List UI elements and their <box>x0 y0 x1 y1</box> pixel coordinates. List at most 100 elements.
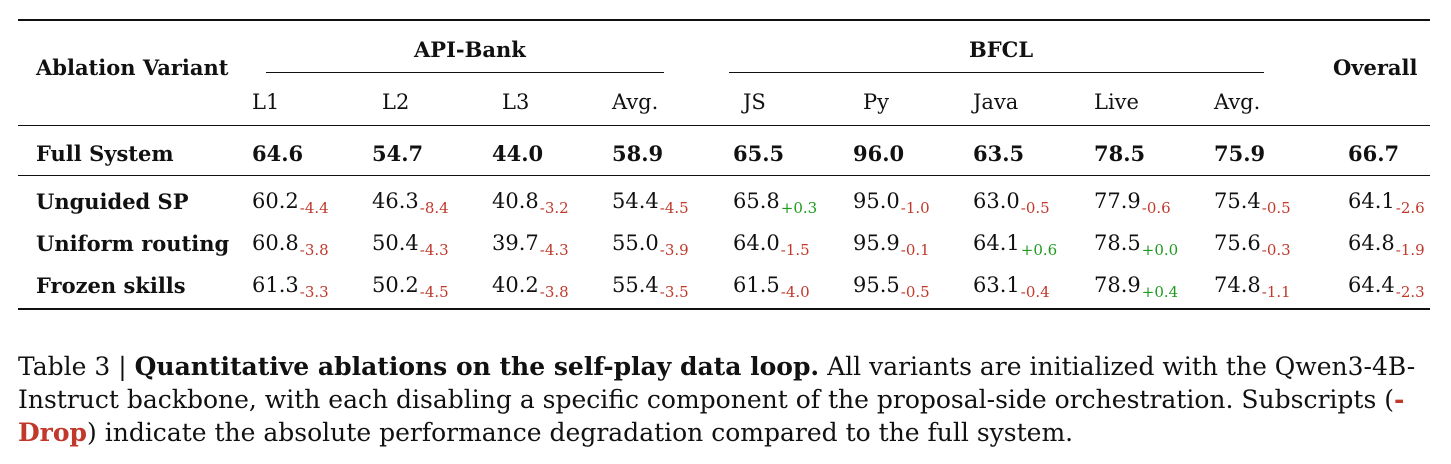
table-cell: 55.4-3.5 <box>612 273 689 300</box>
cell-value: 78.9 <box>1094 273 1141 297</box>
table-cell: 50.4-4.3 <box>372 231 449 258</box>
cell-value: 77.9 <box>1094 189 1141 213</box>
cell-value: 60.8 <box>252 231 299 255</box>
table-cell: 74.8-1.1 <box>1214 273 1291 300</box>
table-cell: 78.9+0.4 <box>1094 273 1178 300</box>
column-header-api-bank-avg: Avg. <box>612 90 659 114</box>
bfcl-underline <box>729 72 1264 73</box>
full-system-value: 78.5 <box>1094 141 1146 166</box>
cell-value: 55.0 <box>612 231 659 255</box>
cell-delta: -1.1 <box>1261 283 1291 301</box>
table-cell: 64.1+0.6 <box>973 231 1057 258</box>
cell-value: 78.5 <box>1094 231 1141 255</box>
cell-delta: -2.3 <box>1395 283 1425 301</box>
table-cell: 64.8-1.9 <box>1348 233 1425 258</box>
caption-title: Quantitative ablations on the self-play … <box>134 352 820 381</box>
cell-delta: -3.3 <box>299 283 329 301</box>
table-cell: 95.5-0.5 <box>853 275 930 300</box>
full-system-value: 54.7 <box>372 141 424 166</box>
cell-value: 61.5 <box>733 273 780 297</box>
cell-delta: +0.4 <box>1141 283 1179 301</box>
table-cell: 75.4-0.5 <box>1214 191 1291 216</box>
table-cell: 46.3-8.4 <box>372 189 449 216</box>
table-cell: 63.0-0.5 <box>973 191 1050 216</box>
cell-delta: -4.4 <box>299 199 329 217</box>
cell-value: 75.6 <box>1214 231 1261 255</box>
cell-delta: -4.0 <box>780 283 810 301</box>
table-cell: 63.1-0.4 <box>973 273 1050 300</box>
cell-value: 63.1 <box>973 273 1020 297</box>
cell-value: 64.1 <box>1348 189 1395 213</box>
cell-delta: -3.8 <box>299 241 329 259</box>
cell-delta: -3.9 <box>659 241 689 259</box>
table-cell: 78.5+0.0 <box>1094 231 1178 258</box>
cell-value: 40.2 <box>492 273 539 297</box>
cell-value: 50.2 <box>372 273 419 297</box>
cell-delta: -0.1 <box>900 241 930 259</box>
full-system-value: 63.5 <box>973 141 1025 166</box>
cell-delta: +0.6 <box>1020 241 1058 259</box>
full-system-value: 64.6 <box>252 141 304 166</box>
cell-value: 74.8 <box>1214 273 1261 297</box>
row-header: Ablation Variant <box>36 55 229 80</box>
table-cell: 95.9-0.1 <box>853 233 930 258</box>
cell-value: 39.7 <box>492 231 539 255</box>
full-system-value: 66.7 <box>1348 141 1400 166</box>
full-system-value: 58.9 <box>612 141 664 166</box>
full-system-value: 65.5 <box>733 141 785 166</box>
table-cell: 50.2-4.5 <box>372 273 449 300</box>
cell-value: 95.0 <box>853 189 900 213</box>
header-rule <box>18 125 1430 126</box>
table-cell: 55.0-3.9 <box>612 231 689 258</box>
cell-delta: -4.5 <box>419 283 449 301</box>
column-header-bfcl-js: JS <box>743 90 766 114</box>
cell-value: 61.3 <box>252 273 299 297</box>
cell-delta: -3.8 <box>539 283 569 301</box>
cell-value: 54.4 <box>612 189 659 213</box>
full-system-value: 44.0 <box>492 141 544 166</box>
cell-value: 40.8 <box>492 189 539 213</box>
cell-value: 50.4 <box>372 231 419 255</box>
cell-delta: -0.4 <box>1020 283 1050 301</box>
row-label-full-system: Full System <box>36 141 174 166</box>
cell-value: 65.8 <box>733 189 780 213</box>
column-header-bfcl-avg: Avg. <box>1214 90 1261 114</box>
table-cell: 60.8-3.8 <box>252 231 329 258</box>
table-cell: 61.3-3.3 <box>252 273 329 300</box>
bottom-rule <box>18 308 1430 310</box>
column-header-api-bank-l2: L2 <box>382 90 410 114</box>
cell-delta: -3.2 <box>539 199 569 217</box>
table-cell: 60.2-4.4 <box>252 189 329 216</box>
table-cell: 40.8-3.2 <box>492 189 569 216</box>
cell-delta: -4.3 <box>539 241 569 259</box>
table-cell: 39.7-4.3 <box>492 231 569 258</box>
table-cell: 77.9-0.6 <box>1094 189 1171 216</box>
cell-delta: -0.5 <box>900 283 930 301</box>
overall-header: Overall <box>1333 55 1418 80</box>
cell-delta: -0.5 <box>1261 199 1291 217</box>
column-header-bfcl-live: Live <box>1094 90 1139 114</box>
cell-value: 55.4 <box>612 273 659 297</box>
group-header-api-bank: API-Bank <box>414 37 526 62</box>
full-system-rule <box>18 175 1430 176</box>
cell-delta: -2.6 <box>1395 199 1425 217</box>
table-cell: 75.6-0.3 <box>1214 231 1291 258</box>
cell-value: 64.1 <box>973 231 1020 255</box>
table-cell: 40.2-3.8 <box>492 273 569 300</box>
cell-delta: +0.0 <box>1141 241 1179 259</box>
cell-delta: -1.5 <box>780 241 810 259</box>
table-cell: 95.0-1.0 <box>853 189 930 216</box>
cell-value: 60.2 <box>252 189 299 213</box>
caption-drop-label: -Drop <box>18 385 1405 447</box>
cell-delta: -0.3 <box>1261 241 1291 259</box>
full-system-value: 96.0 <box>853 141 905 166</box>
table-cell: 65.8+0.3 <box>733 189 817 216</box>
column-header-api-bank-l1: L1 <box>252 90 280 114</box>
column-header-bfcl-py: Py <box>863 90 889 114</box>
api-bank-underline <box>266 72 664 73</box>
column-header-bfcl-java: Java <box>973 90 1019 114</box>
table-cell: 54.4-4.5 <box>612 189 689 216</box>
cell-delta: -0.5 <box>1020 199 1050 217</box>
cell-value: 46.3 <box>372 189 419 213</box>
table-cell: 61.5-4.0 <box>733 273 810 300</box>
